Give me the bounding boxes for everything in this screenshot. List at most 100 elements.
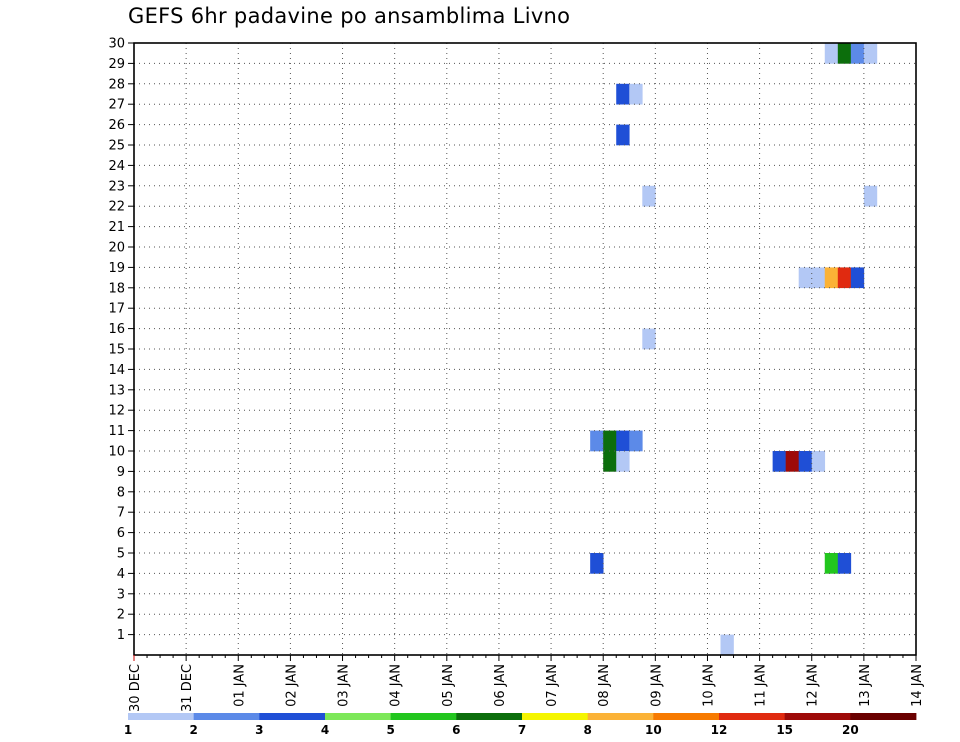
y-tick-label: 20 [108,241,125,256]
legend-label: 6 [452,723,460,737]
x-tick-label: 01 JAN [232,664,247,707]
precip-cell [837,267,852,289]
chart-title: GEFS 6hr padavine po ansamblima Livno [128,4,571,28]
x-tick-label: 06 JAN [493,664,508,707]
precip-cell [863,185,878,207]
y-tick-label: 25 [108,139,125,154]
precip-cell [629,83,643,105]
x-tick-label: 02 JAN [284,664,299,707]
legend-swatch [784,713,851,720]
x-tick-label: 11 JAN [754,664,769,707]
precip-cell [720,634,734,656]
y-tick-label: 27 [108,98,125,113]
x-axis: 30 DEC 31 DEC 01 JAN 02 JAN 03 JAN 04 JAN 05 J… [128,655,925,712]
x-tick-label: 10 JAN [701,664,716,707]
y-tick-label: 18 [108,281,125,296]
precip-cell [590,553,604,574]
y-tick-label: 7 [117,506,125,521]
legend: 1 2 3 4 5 6 7 8 10 12 15 20 [124,713,917,737]
legend-swatch [850,713,917,720]
precip-cell [837,43,852,64]
precip-cell [850,43,865,64]
legend-label: 12 [711,723,728,737]
precip-cell [811,267,826,289]
y-tick-label: 30 [108,37,125,52]
y-tick-label: 14 [108,363,125,378]
precip-cell [590,430,604,452]
y-tick-label: 5 [117,547,125,562]
x-tick-label: 08 JAN [597,664,612,707]
legend-label: 15 [776,723,793,737]
x-tick-label: 13 JAN [858,664,873,707]
legend-swatch [587,713,654,720]
precip-cell [772,451,786,472]
y-tick-label: 11 [108,424,125,439]
legend-swatch [522,713,589,720]
legend-swatch [390,713,457,720]
precip-cell [811,451,826,472]
precip-cell [642,328,656,350]
y-tick-label: 26 [108,118,125,133]
x-tick-label: 12 JAN [806,664,821,707]
y-tick-label: 17 [108,302,125,317]
legend-swatch [653,713,720,720]
x-tick-label: 14 JAN [910,664,925,707]
x-tick-label: 07 JAN [545,664,560,707]
cells-layer [590,43,878,656]
y-tick-label: 12 [108,404,125,419]
y-tick-label: 13 [108,383,125,398]
y-tick-label: 15 [108,343,125,358]
legend-swatch [193,713,260,720]
legend-label: 20 [842,723,859,737]
precip-cell [616,124,630,146]
y-tick-label: 8 [117,485,125,500]
x-tick-label: 31 DEC [180,664,195,712]
precip-cell [785,451,799,472]
legend-label: 2 [189,723,197,737]
grid-layer [134,43,916,655]
precip-cell [616,83,630,105]
x-tick-label: 03 JAN [337,664,352,707]
legend-label: 5 [386,723,394,737]
precip-cell [616,430,630,452]
legend-label: 7 [518,723,526,737]
y-tick-label: 2 [117,608,125,623]
x-tick-label: 30 DEC [128,664,143,712]
x-tick-label: 04 JAN [389,664,404,707]
legend-label: 1 [124,723,132,737]
precip-cell [850,267,865,289]
y-tick-label: 4 [117,567,125,582]
precip-cell [642,185,656,207]
precip-cell [798,267,813,289]
precip-cell [837,553,852,574]
legend-label: 10 [645,723,662,737]
precip-cell [798,451,813,472]
y-tick-label: 21 [108,220,125,235]
x-tick-label: 05 JAN [441,664,456,707]
legend-label: 3 [255,723,263,737]
y-tick-label: 6 [117,526,125,541]
y-tick-label: 22 [108,200,125,215]
legend-swatch [259,713,326,720]
y-tick-label: 24 [108,159,125,174]
precip-cell [603,430,617,452]
y-tick-label: 10 [108,445,125,460]
precip-cell [616,451,630,472]
y-tick-label: 23 [108,179,125,194]
y-tick-label: 28 [108,77,125,92]
legend-swatch [719,713,786,720]
precip-cell [863,43,878,64]
x-tick-label: 09 JAN [649,664,664,707]
y-tick-label: 29 [108,57,125,72]
precip-cell [603,451,617,472]
y-tick-label: 19 [108,261,125,276]
y-axis: 1234567891011121314151617181920212223242… [108,37,134,643]
legend-label: 8 [583,723,591,737]
precip-cell [824,267,839,289]
y-tick-label: 1 [117,628,125,643]
y-tick-label: 3 [117,587,125,602]
precip-cell [824,553,839,574]
legend-swatch [456,713,523,720]
precip-cell [824,43,839,64]
